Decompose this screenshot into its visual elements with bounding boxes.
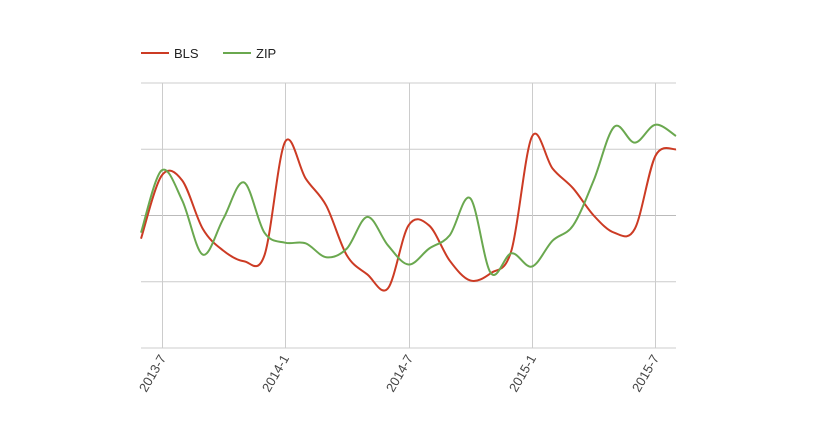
grid (141, 82, 676, 349)
series-line-bls (140, 132, 677, 292)
series-line-zip (140, 123, 677, 276)
x-tick-label: 2015-1 (506, 352, 539, 395)
legend-label: ZIP (256, 46, 276, 61)
legend: BLS ZIP (141, 46, 276, 61)
legend-label: BLS (174, 46, 199, 61)
x-tick-label: 2015-7 (629, 352, 662, 395)
x-tick-label: 2013-7 (136, 352, 169, 395)
x-tick-label: 2014-7 (383, 352, 416, 395)
x-tick-label: 2014-1 (259, 352, 292, 395)
series-lines (140, 123, 677, 292)
x-axis-ticks: 2013-7 2014-1 2014-7 2015-1 2015-7 (136, 352, 662, 395)
